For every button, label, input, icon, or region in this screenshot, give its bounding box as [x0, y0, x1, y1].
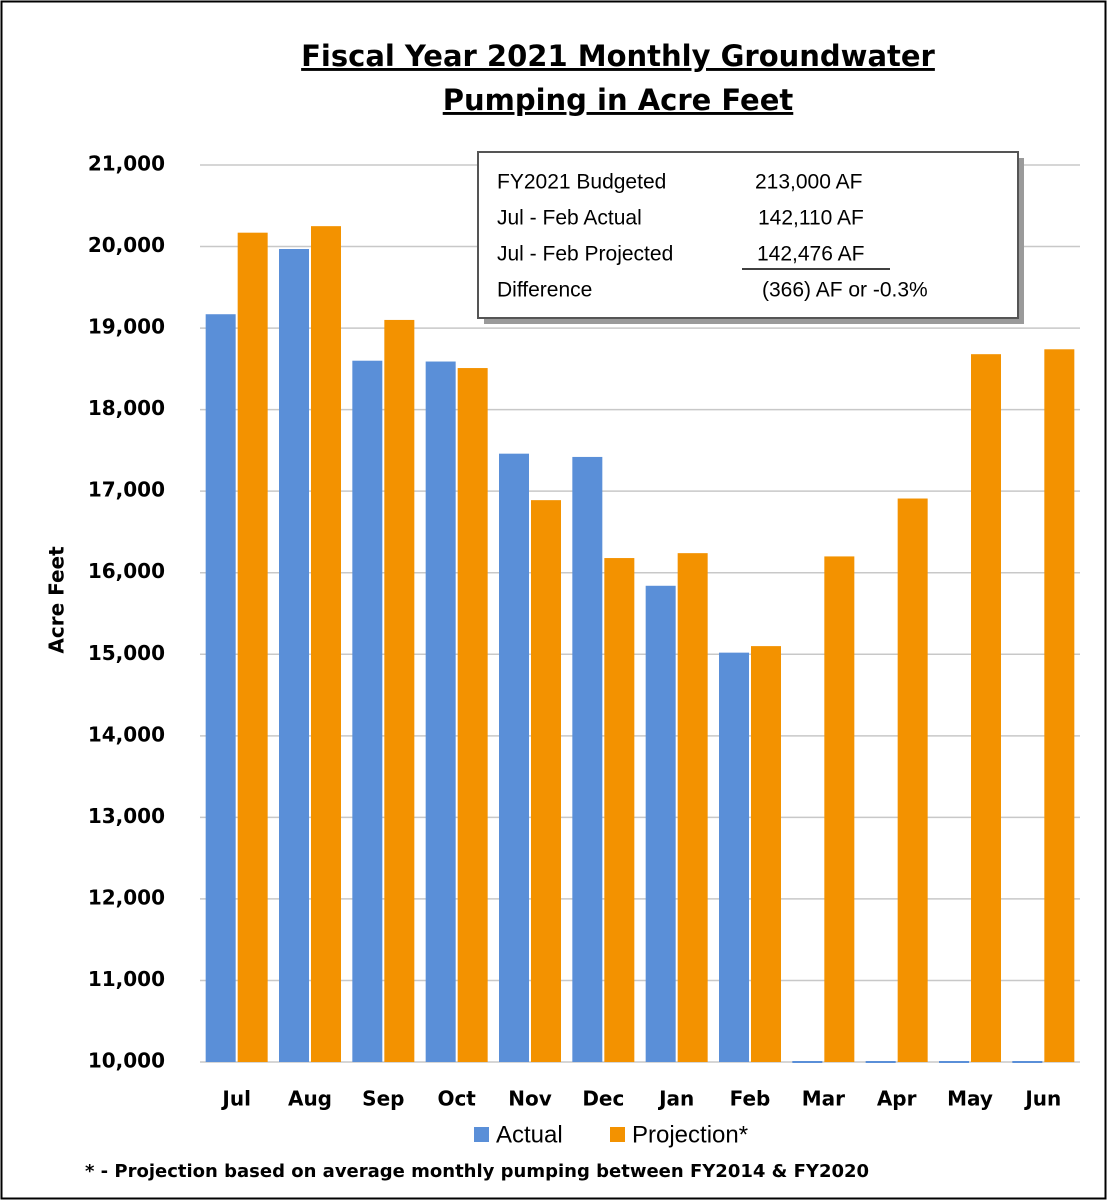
- bar: [677, 553, 708, 1062]
- summary-box: [477, 151, 1019, 319]
- bar: [1012, 1061, 1043, 1063]
- bar: [939, 1061, 969, 1063]
- y-tick-label: 15,000: [88, 641, 165, 665]
- bar: [572, 456, 603, 1062]
- bar: [604, 558, 635, 1062]
- bar: [279, 248, 309, 1062]
- bar: [719, 652, 749, 1062]
- y-tick-label: 21,000: [88, 152, 165, 176]
- x-tick-label: Feb: [730, 1087, 771, 1111]
- footnote: * - Projection based on average monthly …: [85, 1161, 869, 1182]
- chart-title: Fiscal Year 2021 Monthly Groundwater: [301, 39, 935, 73]
- x-tick-label: Jun: [1023, 1087, 1061, 1111]
- bar: [751, 646, 781, 1062]
- bar: [865, 1061, 896, 1063]
- bar: [237, 232, 268, 1062]
- x-tick-label: Nov: [508, 1087, 552, 1111]
- bar: [1044, 349, 1075, 1062]
- bar: [311, 226, 341, 1063]
- box-value: 142,110 AF: [758, 207, 864, 230]
- bar: [824, 556, 855, 1062]
- x-tick-label: Apr: [877, 1087, 917, 1111]
- x-tick-label: Jan: [657, 1087, 694, 1111]
- bar: [897, 498, 928, 1063]
- y-tick-label: 11,000: [88, 967, 165, 991]
- x-tick-label: Jul: [220, 1087, 251, 1111]
- y-tick-label: 14,000: [88, 722, 165, 746]
- legend-label: Projection*: [632, 1121, 748, 1148]
- box-label: FY2021 Budgeted: [497, 171, 666, 194]
- x-tick-label: Dec: [582, 1087, 624, 1111]
- bar: [645, 585, 676, 1062]
- y-axis-label: Acre Feet: [45, 546, 69, 654]
- bar: [457, 368, 488, 1062]
- y-tick-label: 13,000: [88, 804, 165, 828]
- x-tick-label: Mar: [802, 1087, 845, 1111]
- y-tick-label: 12,000: [88, 885, 165, 909]
- bar: [384, 319, 415, 1062]
- bar: [531, 500, 561, 1062]
- x-tick-label: May: [947, 1087, 993, 1111]
- bar: [205, 314, 236, 1063]
- box-label: Difference: [497, 279, 592, 302]
- bar: [792, 1061, 823, 1063]
- box-value: 142,476 AF: [757, 243, 864, 266]
- y-tick-label: 16,000: [88, 559, 165, 583]
- legend-label: Actual: [496, 1121, 563, 1148]
- legend-swatch: [610, 1127, 625, 1142]
- y-tick-label: 19,000: [88, 315, 165, 339]
- box-label: Jul - Feb Actual: [497, 207, 642, 230]
- bar: [499, 453, 529, 1062]
- y-tick-label: 10,000: [88, 1049, 165, 1073]
- x-tick-label: Aug: [288, 1087, 332, 1111]
- legend-swatch: [474, 1127, 489, 1142]
- bar: [971, 354, 1001, 1063]
- y-tick-label: 18,000: [88, 396, 165, 420]
- bar: [352, 360, 383, 1062]
- box-value: (366) AF or -0.3%: [762, 279, 928, 302]
- box-value: 213,000 AF: [755, 171, 862, 194]
- y-tick-label: 17,000: [88, 478, 165, 502]
- bar: [425, 361, 456, 1062]
- y-tick-label: 20,000: [88, 233, 165, 257]
- box-label: Jul - Feb Projected: [497, 243, 673, 266]
- x-tick-label: Sep: [362, 1087, 404, 1111]
- x-tick-label: Oct: [437, 1087, 476, 1111]
- chart-title: Pumping in Acre Feet: [443, 83, 794, 117]
